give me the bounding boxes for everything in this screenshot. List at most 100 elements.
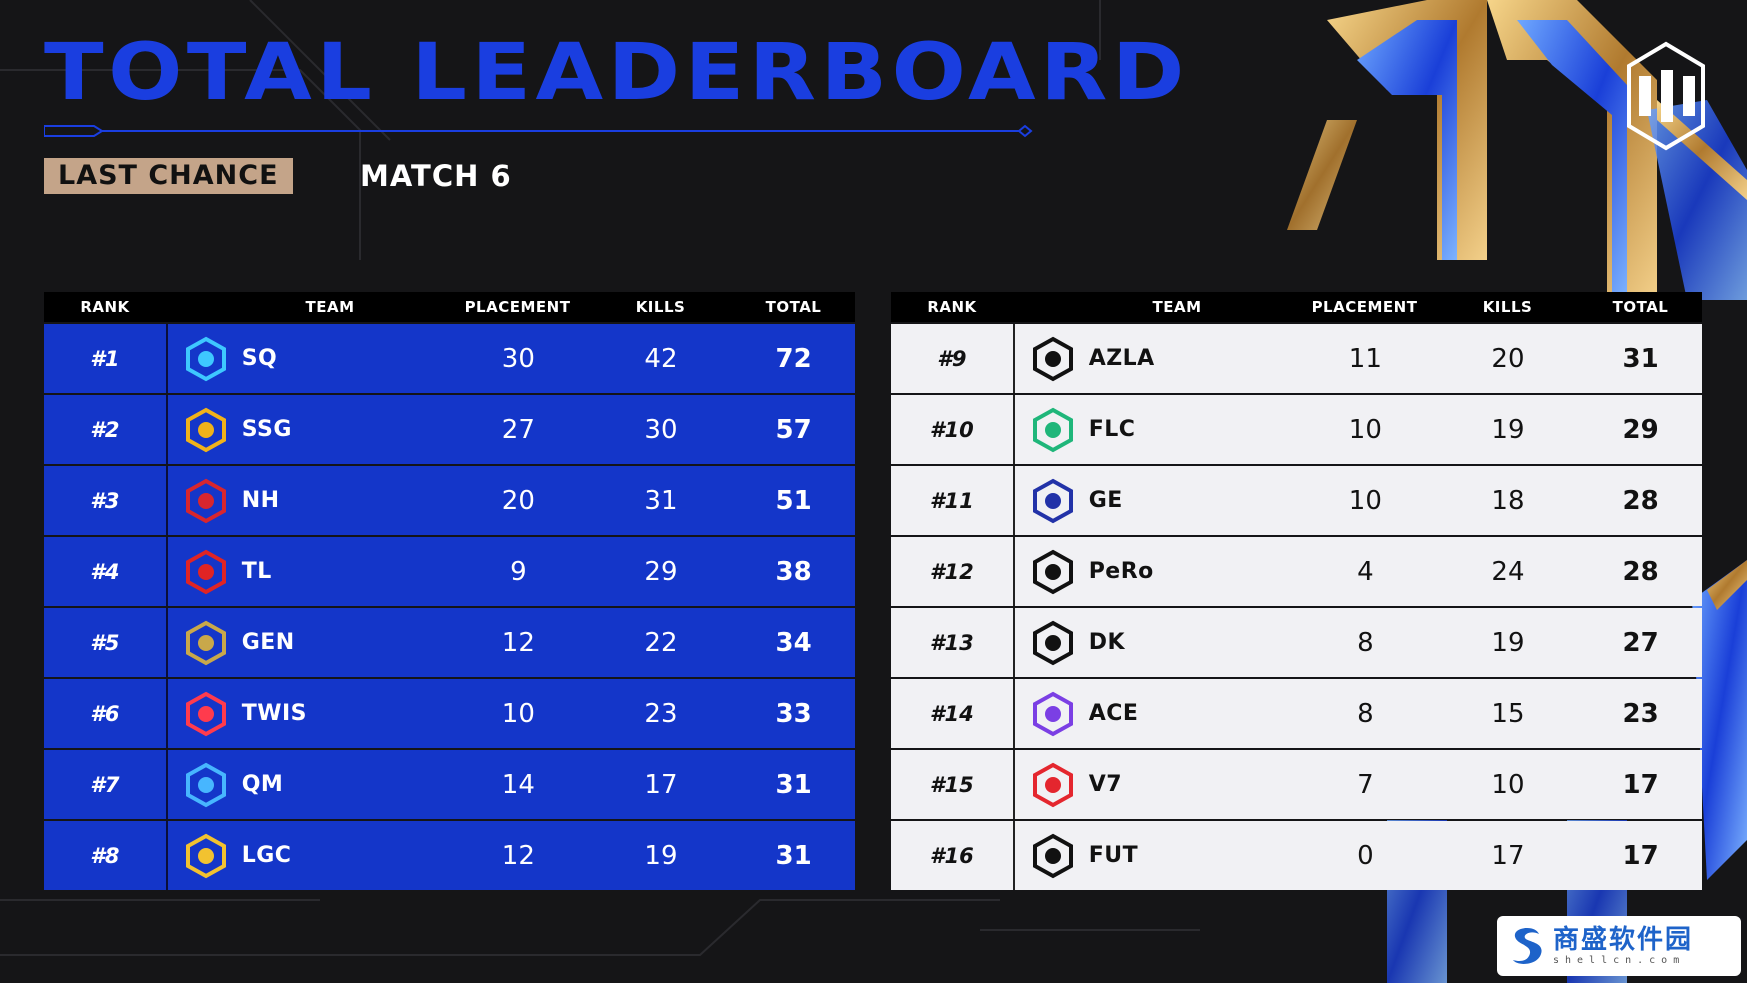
rank-cell: #11 [891,466,1015,535]
ssg-logo-icon [180,404,232,456]
team-cell: FLC [1015,395,1294,464]
placement-cell: 30 [501,343,535,374]
col-placement: PLACEMENT [464,298,571,316]
col-kills: KILLS [635,298,686,316]
table-row: #3 NH 20 31 51 [44,466,855,535]
table-row: #8 LGC 12 19 31 [44,821,855,890]
kills-cell: 19 [644,840,678,871]
sq-logo-icon [180,333,232,385]
rank-cell: #12 [891,537,1015,606]
match-label: MATCH 6 [360,159,512,193]
pero-logo-icon [1027,546,1079,598]
total-cell: 29 [1622,414,1659,445]
twis-logo-icon [180,688,232,740]
table-row: #16 FUT 0 17 17 [891,821,1702,890]
total-cell: 27 [1622,627,1659,658]
team-name: GEN [241,630,295,655]
rank-cell: #4 [44,537,168,606]
team-cell: LGC [168,821,447,890]
kills-cell: 17 [1491,840,1525,871]
table-row: #7 QM 14 17 31 [44,750,855,819]
qm-logo-icon [180,759,232,811]
tl-logo-icon [180,546,232,598]
rank-cell: #16 [891,821,1015,890]
table-row: #5 GEN 12 22 34 [44,608,855,677]
ace-logo-icon [1027,688,1079,740]
kills-cell: 17 [644,769,678,800]
placement-cell: 4 [1357,556,1374,587]
team-cell: TL [168,537,447,606]
kills-cell: 24 [1491,556,1525,587]
team-name: TWIS [241,701,307,726]
kills-cell: 18 [1491,485,1525,516]
total-cell: 17 [1622,769,1659,800]
fut-logo-icon [1027,830,1079,882]
team-name: FUT [1088,843,1139,868]
nh-logo-icon [180,475,232,527]
lgc-logo-icon [180,830,232,882]
kills-cell: 15 [1491,698,1525,729]
total-cell: 57 [775,414,812,445]
watermark-en: shellcn.com [1553,955,1686,966]
total-cell: 38 [775,556,812,587]
kills-cell: 42 [644,343,678,374]
team-cell: TWIS [168,679,447,748]
dk-logo-icon [1027,617,1079,669]
placement-cell: 20 [501,485,535,516]
team-name: V7 [1088,772,1123,797]
total-cell: 51 [775,485,812,516]
kills-cell: 30 [644,414,678,445]
rank-cell: #3 [44,466,168,535]
col-team-label: TEAM [1152,298,1202,316]
title-underline [44,124,1033,138]
table-header: RANK TEAM PLACEMENT KILLS TOTAL [891,292,1702,322]
kills-cell: 29 [644,556,678,587]
pgc-logo-icon [1627,41,1705,151]
table-row: #11 GE 10 18 28 [891,466,1702,535]
rank-cell: #7 [44,750,168,819]
team-name: AZLA [1088,346,1155,371]
rank-cell: #13 [891,608,1015,677]
team-name: PeRo [1088,559,1154,584]
total-cell: 33 [775,698,812,729]
team-name: TL [241,559,272,584]
gen-logo-icon [180,617,232,669]
watermark-logo-icon [1513,928,1542,964]
team-cell: PeRo [1015,537,1294,606]
total-cell: 28 [1622,556,1659,587]
kills-cell: 23 [644,698,678,729]
col-kills: KILLS [1482,298,1533,316]
total-cell: 28 [1622,485,1659,516]
team-name: ACE [1088,701,1139,726]
total-cell: 31 [775,769,812,800]
placement-cell: 12 [501,627,535,658]
team-cell: QM [168,750,447,819]
total-cell: 31 [1622,343,1659,374]
azla-logo-icon [1027,333,1079,385]
rank-cell: #2 [44,395,168,464]
table-row: #14 ACE 8 15 23 [891,679,1702,748]
placement-cell: 0 [1357,840,1374,871]
ge-logo-icon [1027,475,1079,527]
total-cell: 31 [775,840,812,871]
leaderboard-right: RANK TEAM PLACEMENT KILLS TOTAL #9 AZLA 11… [891,292,1702,890]
total-cell: 23 [1622,698,1659,729]
table-row: #12 PeRo 4 24 28 [891,537,1702,606]
flc-logo-icon [1027,404,1079,456]
placement-cell: 12 [501,840,535,871]
col-rank: RANK [927,298,977,316]
placement-cell: 10 [501,698,535,729]
v7-logo-icon [1027,759,1079,811]
table-row: #13 DK 8 19 27 [891,608,1702,677]
table-row: #4 TL 9 29 38 [44,537,855,606]
col-placement: PLACEMENT [1311,298,1418,316]
col-team: TEAM [1013,298,1293,316]
table-row: #15 V7 7 10 17 [891,750,1702,819]
team-name: SSG [241,417,292,442]
team-name: LGC [241,843,292,868]
table-row: #2 SSG 27 30 57 [44,395,855,464]
table-header: RANK TEAM PLACEMENT KILLS TOTAL [44,292,855,322]
col-team: TEAM [166,298,446,316]
team-name: FLC [1088,417,1136,442]
